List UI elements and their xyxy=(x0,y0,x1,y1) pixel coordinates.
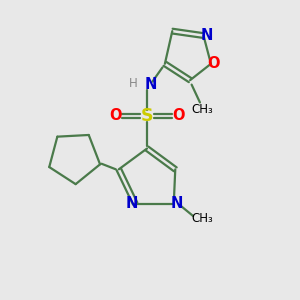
Text: N: N xyxy=(200,28,213,43)
Text: CH₃: CH₃ xyxy=(191,212,213,225)
Text: H: H xyxy=(129,76,138,90)
Text: S: S xyxy=(141,107,153,125)
Text: O: O xyxy=(110,108,122,123)
Text: O: O xyxy=(208,56,220,71)
Text: CH₃: CH₃ xyxy=(191,103,213,116)
Text: O: O xyxy=(172,108,184,123)
Text: N: N xyxy=(144,77,157,92)
Text: N: N xyxy=(126,196,138,211)
Text: N: N xyxy=(171,196,183,211)
